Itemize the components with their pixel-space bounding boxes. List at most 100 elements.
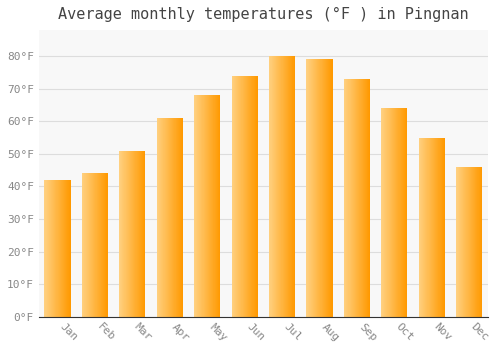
Bar	[369, 79, 370, 317]
Bar	[234, 76, 235, 317]
Bar	[292, 56, 293, 317]
Bar	[135, 150, 136, 317]
Bar	[386, 108, 387, 317]
Bar	[120, 150, 121, 317]
Bar	[480, 167, 481, 317]
Bar	[367, 79, 368, 317]
Bar	[236, 76, 238, 317]
Bar	[170, 118, 171, 317]
Bar	[389, 108, 390, 317]
Bar	[443, 138, 444, 317]
Bar	[52, 180, 53, 317]
Bar	[95, 174, 96, 317]
Bar	[209, 95, 210, 317]
Bar	[144, 150, 145, 317]
Bar	[354, 79, 355, 317]
Bar	[137, 150, 138, 317]
Bar	[161, 118, 162, 317]
Bar	[84, 174, 85, 317]
Bar	[63, 180, 64, 317]
Bar	[479, 167, 480, 317]
Bar	[468, 167, 469, 317]
Bar	[127, 150, 128, 317]
Bar	[355, 79, 356, 317]
Bar	[310, 60, 311, 317]
Bar	[243, 76, 244, 317]
Bar	[128, 150, 129, 317]
Bar	[345, 79, 346, 317]
Bar	[213, 95, 214, 317]
Bar	[242, 76, 243, 317]
Bar	[317, 60, 318, 317]
Bar	[195, 95, 196, 317]
Bar	[291, 56, 292, 317]
Bar	[270, 56, 271, 317]
Bar	[139, 150, 140, 317]
Bar	[247, 76, 248, 317]
Bar	[347, 79, 348, 317]
Bar	[210, 95, 211, 317]
Bar	[327, 60, 328, 317]
Bar	[175, 118, 176, 317]
Bar	[346, 79, 347, 317]
Bar	[251, 76, 252, 317]
Bar	[282, 56, 283, 317]
Bar	[321, 60, 322, 317]
Bar	[179, 118, 180, 317]
Bar	[283, 56, 284, 317]
Bar	[465, 167, 466, 317]
Bar	[360, 79, 361, 317]
Bar	[313, 60, 314, 317]
Bar	[309, 60, 310, 317]
Bar	[396, 108, 397, 317]
Bar	[257, 76, 258, 317]
Bar	[106, 174, 107, 317]
Bar	[406, 108, 407, 317]
Bar	[391, 108, 392, 317]
Bar	[163, 118, 164, 317]
Bar	[82, 174, 83, 317]
Bar	[427, 138, 428, 317]
Bar	[366, 79, 367, 317]
Bar	[208, 95, 209, 317]
Bar	[434, 138, 435, 317]
Bar	[478, 167, 479, 317]
Bar	[356, 79, 357, 317]
Bar	[459, 167, 460, 317]
Bar	[214, 95, 215, 317]
Bar	[88, 174, 89, 317]
Bar	[44, 180, 45, 317]
Bar	[284, 56, 285, 317]
Bar	[307, 60, 308, 317]
Bar	[463, 167, 464, 317]
Bar	[194, 95, 195, 317]
Bar	[232, 76, 233, 317]
Bar	[167, 118, 168, 317]
Bar	[215, 95, 216, 317]
Bar	[256, 76, 257, 317]
Bar	[51, 180, 52, 317]
Bar	[352, 79, 353, 317]
Bar	[65, 180, 66, 317]
Bar	[233, 76, 234, 317]
Bar	[85, 174, 86, 317]
Bar	[92, 174, 93, 317]
Bar	[401, 108, 402, 317]
Bar	[475, 167, 476, 317]
Bar	[142, 150, 143, 317]
Bar	[420, 138, 421, 317]
Bar	[253, 76, 254, 317]
Bar	[432, 138, 434, 317]
Bar	[402, 108, 403, 317]
Bar	[323, 60, 324, 317]
Bar	[134, 150, 135, 317]
Bar	[64, 180, 65, 317]
Bar	[435, 138, 436, 317]
Bar	[364, 79, 365, 317]
Bar	[431, 138, 432, 317]
Bar	[436, 138, 437, 317]
Bar	[125, 150, 126, 317]
Bar	[382, 108, 384, 317]
Bar	[249, 76, 250, 317]
Bar	[272, 56, 273, 317]
